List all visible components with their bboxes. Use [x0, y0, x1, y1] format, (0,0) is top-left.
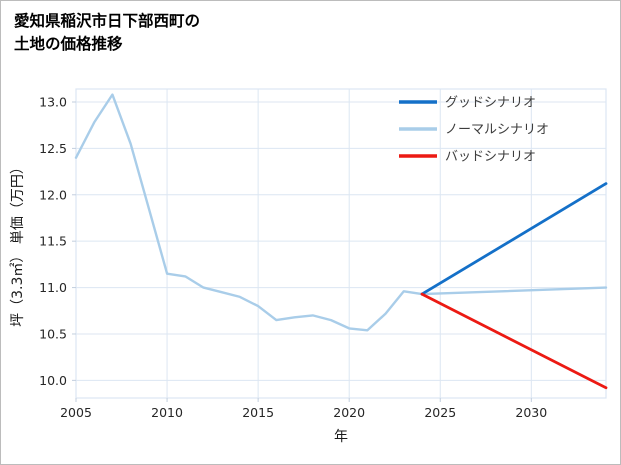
x-tick-label: 2015 — [242, 405, 274, 420]
x-tick-label: 2005 — [60, 405, 92, 420]
series-line-bad — [420, 292, 608, 390]
x-tick-label: 2010 — [151, 405, 183, 420]
x-tick-label: 2020 — [333, 405, 365, 420]
x-tick-label: 2025 — [424, 405, 456, 420]
series-line-good — [420, 182, 608, 296]
y-tick-label: 10.0 — [39, 373, 67, 388]
plot-border — [75, 88, 607, 399]
y-axis-label: 坪（3.3㎡） 単価（万円） — [10, 160, 26, 327]
price-trend-chart: 2005 2010 2015 2020 2025 2030 10.0 10.5 11.0 11.5… — [10, 88, 608, 445]
chart-title-line2: 土地の価格推移 — [14, 35, 123, 54]
series-line-normal — [74, 93, 608, 332]
x-axis-label: 年 — [334, 429, 348, 445]
legend-label-bad: バッドシナリオ — [445, 150, 536, 165]
chart-title: 愛知県稲沢市日下部西町の 土地の価格推移 — [14, 10, 200, 57]
legend-item-normal: ノーマルシナリオ — [399, 123, 549, 138]
y-tick-label: 11.5 — [39, 234, 67, 249]
legend-label-good: グッドシナリオ — [445, 96, 536, 111]
legend-item-bad: バッドシナリオ — [399, 150, 536, 165]
x-tick-label: 2030 — [515, 405, 547, 420]
y-tick-label: 10.5 — [39, 326, 67, 341]
legend-label-normal: ノーマルシナリオ — [445, 123, 549, 138]
legend-item-good: グッドシナリオ — [399, 96, 536, 111]
y-tick-label: 12.0 — [39, 187, 67, 202]
y-tick-label: 13.0 — [39, 94, 67, 109]
y-tick-label: 12.5 — [39, 141, 67, 156]
y-tick-label: 11.0 — [39, 280, 67, 295]
chart-title-line1: 愛知県稲沢市日下部西町の — [14, 12, 201, 30]
